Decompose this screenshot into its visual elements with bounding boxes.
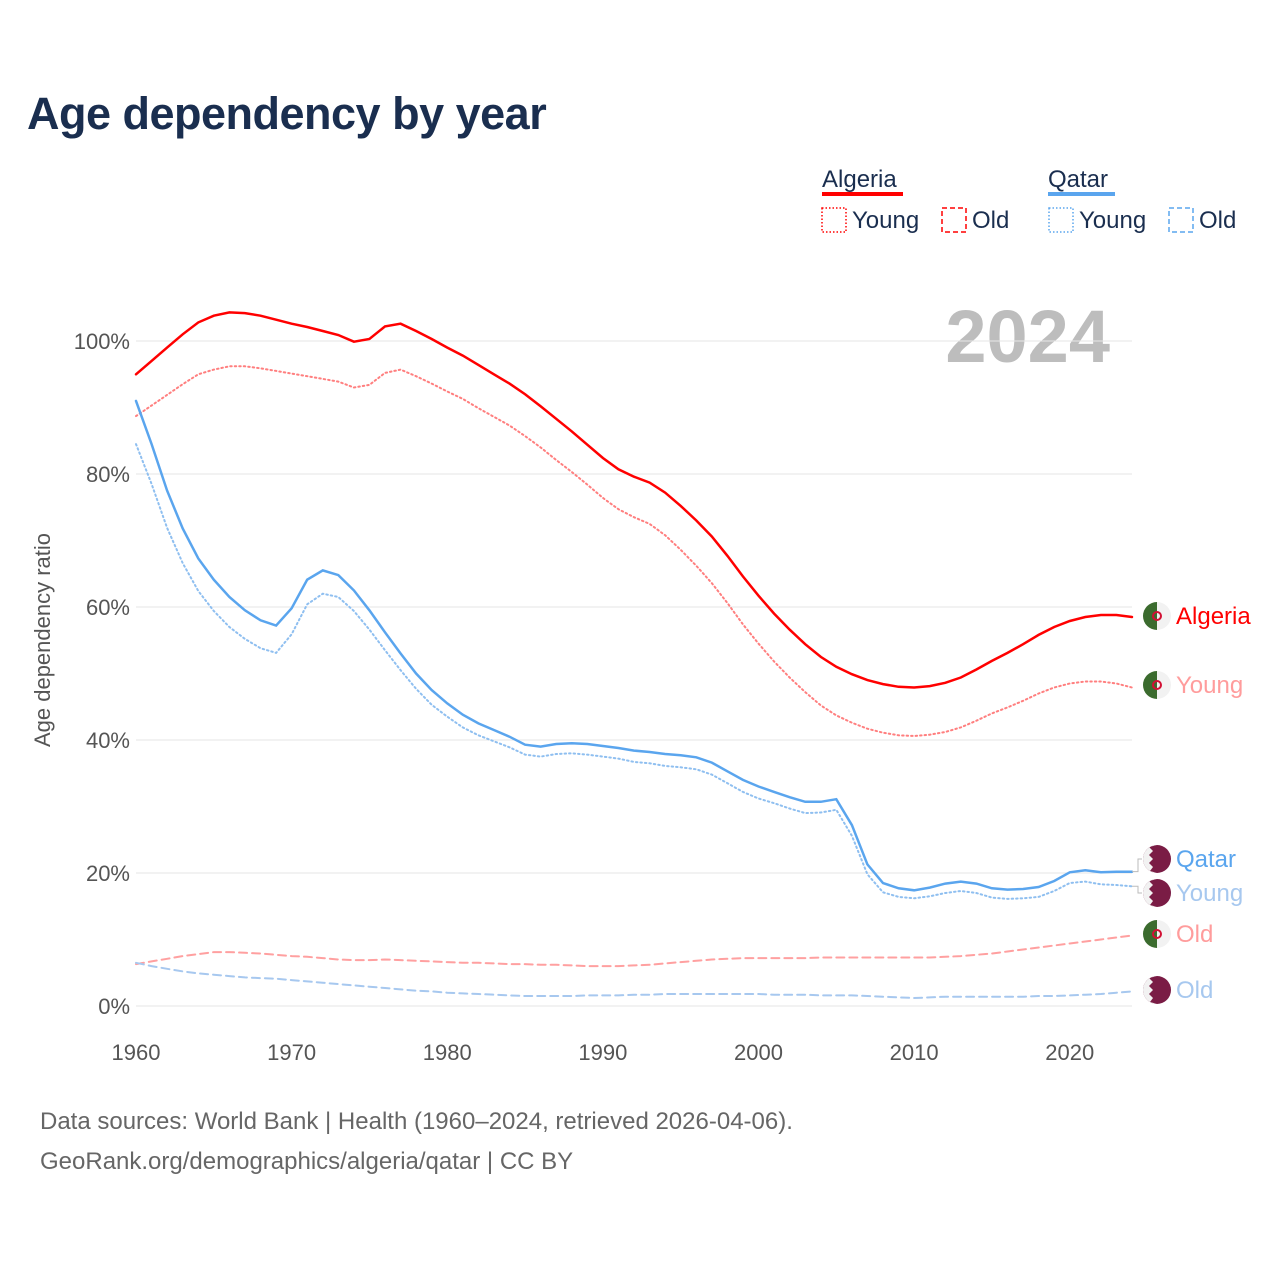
legend-algeria-old-swatch bbox=[941, 207, 967, 233]
legend-qatar-old[interactable]: Old bbox=[1199, 207, 1236, 234]
end-label-text: Old bbox=[1176, 977, 1213, 1004]
end-label-algeria-young: Young bbox=[1143, 671, 1243, 699]
qatar-flag-icon bbox=[1143, 845, 1171, 873]
legend-algeria-swatch bbox=[822, 192, 903, 196]
legend-algeria-young[interactable]: Young bbox=[852, 207, 919, 234]
x-tick-label: 2020 bbox=[1045, 1040, 1094, 1065]
legend-qatar-young[interactable]: Young bbox=[1079, 207, 1146, 234]
end-label-qatar-old: Old bbox=[1143, 976, 1213, 1004]
source-line: Data sources: World Bank | Health (1960–… bbox=[40, 1108, 793, 1135]
year-watermark: 2024 bbox=[945, 295, 1110, 378]
end-label-text: Old bbox=[1176, 921, 1213, 948]
attribution-line[interactable]: GeoRank.org/demographics/algeria/qatar |… bbox=[40, 1148, 574, 1175]
legend-qatar-young-swatch bbox=[1048, 207, 1074, 233]
algeria-flag-icon bbox=[1143, 602, 1171, 630]
end-label-text: Algeria bbox=[1176, 603, 1251, 630]
qatar-flag-icon bbox=[1143, 879, 1171, 907]
y-tick-label: 60% bbox=[86, 595, 130, 620]
y-axis-label: Age dependency ratio bbox=[30, 533, 55, 747]
legend-group-qatar[interactable]: Qatar bbox=[1048, 166, 1108, 193]
x-tick-label: 2010 bbox=[890, 1040, 939, 1065]
y-tick-label: 0% bbox=[98, 994, 130, 1019]
series-line-algeria-total[interactable] bbox=[134, 311, 1134, 689]
y-tick-label: 100% bbox=[74, 329, 130, 354]
series-line-algeria-young[interactable] bbox=[135, 365, 1133, 738]
legend-group-algeria[interactable]: Algeria bbox=[822, 166, 897, 193]
algeria-flag-icon bbox=[1143, 671, 1171, 699]
x-tick-label: 1980 bbox=[423, 1040, 472, 1065]
end-label-text: Young bbox=[1176, 672, 1243, 699]
x-tick-label: 2000 bbox=[734, 1040, 783, 1065]
series-line-qatar-young[interactable] bbox=[135, 443, 1133, 900]
y-tick-label: 20% bbox=[86, 861, 130, 886]
legend-algeria-old[interactable]: Old bbox=[972, 207, 1009, 234]
end-label-algeria-total: Algeria bbox=[1143, 602, 1251, 630]
qatar-flag-icon bbox=[1143, 976, 1171, 1004]
legend: Algeria Young Old Qatar Young Old bbox=[821, 166, 1236, 234]
x-tick-label: 1990 bbox=[578, 1040, 627, 1065]
end-label-qatar-total: Qatar bbox=[1132, 845, 1236, 873]
legend-qatar-swatch bbox=[1048, 192, 1115, 196]
leader-line bbox=[1132, 885, 1142, 894]
leader-line bbox=[1132, 858, 1142, 873]
legend-algeria-young-swatch bbox=[821, 207, 847, 233]
y-tick-label: 80% bbox=[86, 462, 130, 487]
y-tick-label: 40% bbox=[86, 728, 130, 753]
end-label-qatar-young: Young bbox=[1132, 879, 1243, 907]
x-tick-label: 1970 bbox=[267, 1040, 316, 1065]
chart-title: Age dependency by year bbox=[27, 88, 547, 139]
algeria-flag-icon bbox=[1143, 920, 1171, 948]
end-label-algeria-old: Old bbox=[1143, 920, 1213, 948]
end-label-text: Young bbox=[1176, 880, 1243, 907]
series-line-qatar-total[interactable] bbox=[134, 399, 1134, 892]
end-label-text: Qatar bbox=[1176, 846, 1236, 873]
series-line-qatar-old[interactable] bbox=[135, 961, 1133, 1000]
legend-qatar-old-swatch bbox=[1168, 207, 1194, 233]
series-line-algeria-old[interactable] bbox=[135, 934, 1133, 968]
x-tick-label: 1960 bbox=[112, 1040, 161, 1065]
